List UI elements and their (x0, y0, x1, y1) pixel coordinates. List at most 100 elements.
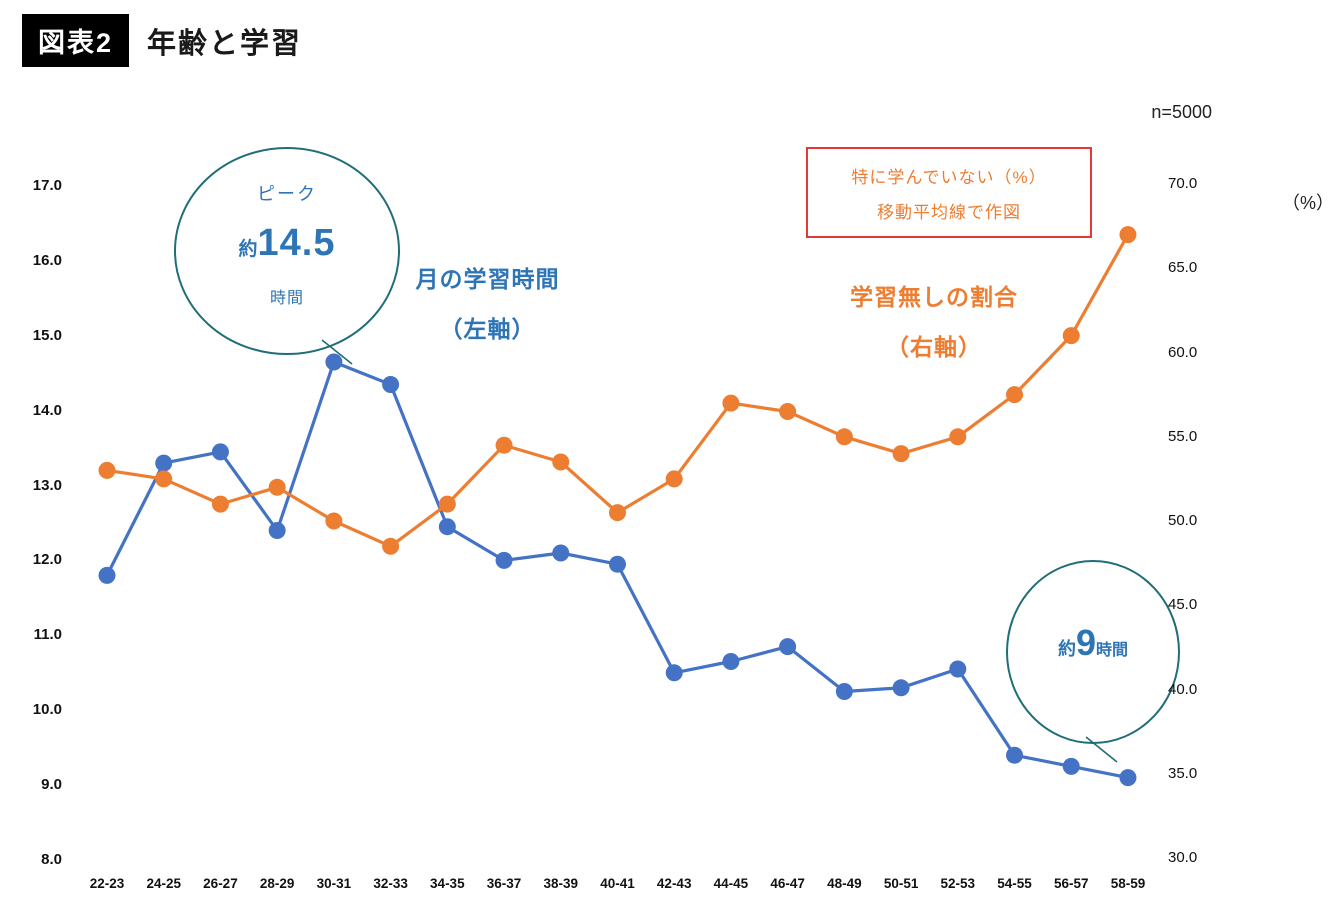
axis-tick: 8.0 (41, 851, 62, 868)
data-point-no_learning_pct (1006, 386, 1024, 404)
end-annotation: 約 9 時間 (1007, 622, 1179, 668)
x-axis-tick: 40-41 (600, 876, 635, 891)
data-point-study_hours (722, 653, 740, 670)
axis-tick: 30.0 (1168, 849, 1198, 866)
note-line-2: 移動平均線で作図 (877, 202, 1021, 222)
data-point-no_learning_pct (779, 403, 797, 420)
x-axis-tick: 34-35 (430, 876, 465, 891)
end-annotation-prefix: 約 (1057, 639, 1076, 659)
axis-tick: 17.0 (32, 177, 62, 194)
x-axis-tick: 24-25 (146, 876, 181, 891)
peak-annotation-leader-line (321, 339, 353, 365)
data-point-no_learning_pct (325, 512, 343, 530)
end-annotation-suffix: 時間 (1096, 642, 1129, 659)
data-point-no_learning_pct (552, 453, 570, 471)
axis-tick: 12.0 (32, 551, 62, 569)
axis-tick: 11.0 (33, 626, 62, 644)
blue-series-label-line1: 月の学習時間 (415, 266, 560, 292)
sample-size-label: n=5000 (1151, 102, 1212, 122)
x-axis-tick: 50-51 (883, 876, 919, 891)
axis-tick: 15.0 (32, 326, 62, 344)
data-point-study_hours (438, 518, 456, 536)
orange-series-label: 学習無しの割合 （右軸） (788, 272, 1080, 372)
data-point-no_learning_pct (608, 504, 626, 522)
data-point-study_hours (382, 376, 400, 393)
header: 図表2 年齢と学習 (22, 14, 302, 67)
x-axis-tick: 38-39 (543, 876, 579, 891)
end-annotation-leader-line (1085, 736, 1118, 763)
data-point-no_learning_pct (382, 537, 400, 555)
data-point-no_learning_pct (495, 436, 513, 454)
blue-series-label-line2: （左軸） (439, 316, 536, 342)
x-axis-tick: 22-23 (89, 876, 125, 891)
data-point-no_learning_pct (438, 495, 456, 513)
end-annotation-value: 9 (1075, 622, 1096, 663)
page-title: 年齢と学習 (147, 27, 303, 60)
axis-tick: 16.0 (32, 251, 62, 269)
data-point-study_hours (665, 664, 683, 682)
data-point-study_hours (949, 660, 967, 678)
axis-tick: 13.0 (32, 476, 62, 494)
axis-tick: 60.0 (1168, 343, 1198, 361)
data-point-study_hours (268, 522, 286, 539)
orange-series-label-line1: 学習無しの割合 (850, 284, 1018, 310)
data-point-study_hours (1119, 769, 1137, 787)
note-line-1: 特に学んでいない（%） (851, 167, 1047, 187)
left-axis-labels: 17.0 16.0 15.0 14.0 13.0 12.0 11.0 10.0 9.0 8.0 (16, 0, 62, 920)
x-axis-tick: 52-53 (940, 876, 976, 891)
x-axis-tick: 28-29 (259, 876, 295, 891)
data-point-study_hours (155, 454, 173, 472)
data-point-study_hours (1062, 757, 1080, 775)
x-axis-tick: 56-57 (1053, 876, 1089, 891)
right-axis-labels: 70.0 65.0 60.0 55.0 50.0 45.0 40.0 35.0 30.0 (1168, 0, 1220, 920)
x-axis-tick: 48-49 (827, 876, 862, 891)
data-point-no_learning_pct (155, 470, 173, 488)
data-point-no_learning_pct (949, 428, 967, 446)
data-point-no_learning_pct (211, 495, 229, 513)
blue-series-label: 月の学習時間 （左軸） (370, 254, 605, 354)
x-axis-tick: 26-27 (203, 876, 238, 891)
x-axis-tick: 46-47 (770, 876, 805, 891)
axis-tick: 65.0 (1168, 259, 1198, 277)
axis-tick: 70.0 (1168, 175, 1198, 192)
axis-tick: 9.0 (41, 776, 62, 794)
axis-tick: 10.0 (32, 701, 62, 719)
data-point-study_hours (211, 443, 229, 461)
data-point-study_hours (779, 638, 797, 656)
peak-annotation: ピーク 約 14.5 時間 (176, 180, 398, 308)
x-axis-tick: 44-45 (713, 876, 749, 891)
end-annotation-value-line: 約 9 時間 (1007, 622, 1179, 668)
x-axis-tick: 30-31 (316, 876, 352, 891)
peak-annotation-value-line: 約 14.5 (176, 222, 398, 266)
data-point-study_hours (495, 551, 513, 569)
peak-annotation-prefix: 約 (238, 239, 258, 260)
x-axis-tick: 58-59 (1110, 876, 1146, 891)
axis-tick: 50.0 (1168, 512, 1198, 529)
data-point-no_learning_pct (98, 461, 116, 479)
data-point-study_hours (835, 683, 853, 700)
axis-tick: 55.0 (1168, 427, 1198, 445)
x-axis-tick: 42-43 (656, 876, 692, 891)
x-axis-tick: 54-55 (997, 876, 1032, 891)
x-axis-tick: 32-33 (373, 876, 408, 891)
data-point-no_learning_pct (892, 445, 910, 463)
note-box: 特に学んでいない（%） 移動平均線で作図 (806, 147, 1092, 238)
right-axis-unit-label: （%） (1282, 193, 1335, 213)
axis-tick: 45.0 (1168, 596, 1198, 614)
peak-annotation-circle (174, 147, 400, 355)
data-point-study_hours (98, 566, 116, 584)
orange-series-label-line2: （右軸） (886, 334, 982, 360)
data-point-study_hours (552, 544, 570, 562)
data-point-no_learning_pct (1062, 327, 1080, 345)
axis-tick: 35.0 (1168, 764, 1198, 782)
figure-number-badge: 図表2 (22, 14, 130, 67)
data-point-study_hours (1006, 746, 1024, 764)
axis-tick: 14.0 (32, 401, 62, 419)
data-point-study_hours (325, 353, 343, 371)
data-point-no_learning_pct (835, 428, 853, 446)
x-axis-tick: 36-37 (486, 876, 522, 891)
peak-annotation-value: 14.5 (257, 222, 336, 264)
peak-annotation-suffix: 時間 (269, 290, 304, 307)
